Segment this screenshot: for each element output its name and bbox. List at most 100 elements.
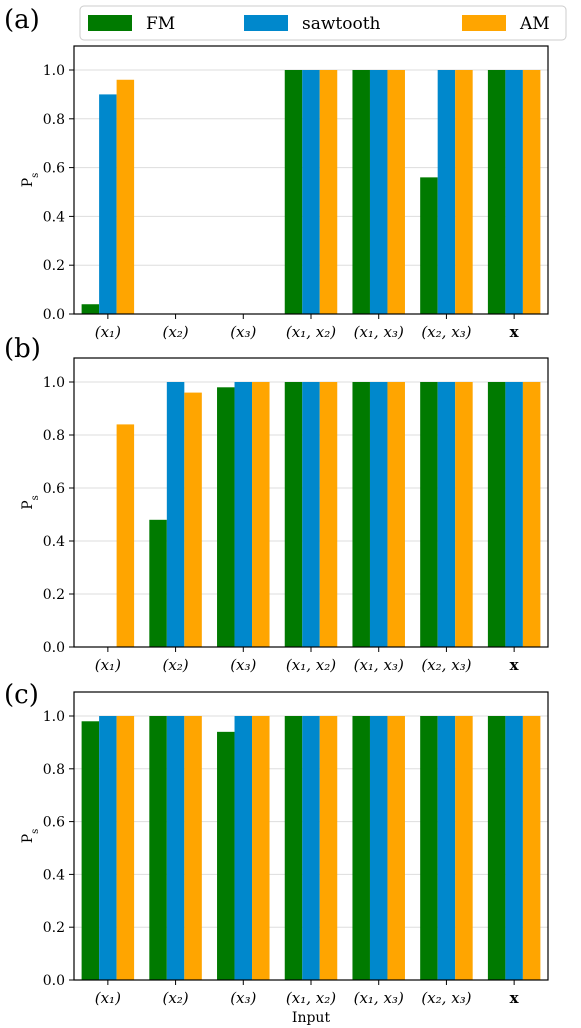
bar-c-fm-1 [149,716,167,980]
ytick-label-c-3: 0.6 [43,815,65,831]
bar-c-am-5 [455,716,473,980]
panel-label-c: (c) [4,680,39,710]
ytick-label-a-0: 0.0 [43,307,65,323]
legend-item-am: AM [462,14,550,34]
xtick-label-a-5: (x₂, x₃) [421,323,471,341]
bar-c-am-3 [319,716,338,980]
legend-item-fm: FM [88,14,175,34]
bar-c-am-4 [387,716,405,980]
xtick-label-c-2: (x₃) [230,989,256,1007]
bar-b-sawtooth-2 [234,382,253,647]
xtick-label-a-2: (x₃) [230,323,256,341]
bar-b-am-2 [252,382,270,647]
xtick-label-c-4: (x₁, x₃) [354,989,404,1007]
bar-c-sawtooth-3 [302,716,320,980]
ytick-label-b-2: 0.4 [43,534,65,550]
bar-b-fm-4 [352,382,370,647]
xtick-label-c-5: (x₂, x₃) [421,989,471,1007]
xtick-label-b-3: (x₁, x₂) [286,656,336,674]
bar-b-fm-1 [149,519,167,647]
bar-b-am-0 [116,424,135,647]
bar-b-sawtooth-6 [505,382,523,647]
xtick-label-b-5: (x₂, x₃) [421,656,471,674]
panel-b: 0.0 0.2 0.4 0.6 0.8 1.0 (x₁) (x₂) (x₃) (x₁, x₂) (x… [4,334,549,674]
bar-c-sawtooth-0 [99,716,117,980]
xtick-label-a-6: x [510,323,520,341]
legend-swatch-fm [88,15,132,31]
panel-label-a: (a) [4,5,40,35]
xtick-label-a-4: (x₁, x₃) [354,323,404,341]
bar-a-am-3 [319,70,338,314]
bar-a-fm-3 [284,70,303,314]
bar-b-fm-5 [420,382,438,647]
bar-b-fm-6 [487,382,506,647]
bar-b-sawtooth-1 [166,382,185,647]
xlabel-c: Input [292,1010,331,1026]
bar-c-am-1 [184,716,202,980]
bar-b-sawtooth-3 [302,382,320,647]
bar-b-sawtooth-4 [369,382,388,647]
xtick-label-c-6: x [510,989,520,1007]
bar-b-am-4 [387,382,405,647]
bar-c-sawtooth-6 [505,716,523,980]
bar-c-sawtooth-5 [437,716,456,980]
xtick-label-b-6: x [510,656,520,674]
panel-a: 0.0 0.2 0.4 0.6 0.8 1.0 (x₁) (x₂) (x₃) (x₁, x₂) (x… [4,5,549,341]
bar-c-am-6 [522,716,541,980]
bar-a-sawtooth-0 [99,94,117,315]
bar-b-am-3 [319,382,338,647]
ytick-label-b-5: 1.0 [43,375,65,391]
ytick-label-b-4: 0.8 [43,428,65,444]
bar-c-fm-6 [487,716,506,980]
ytick-label-c-2: 0.4 [43,867,65,883]
bar-b-fm-3 [284,382,303,647]
bar-c-fm-3 [284,716,303,980]
ytick-label-a-5: 1.0 [43,63,65,79]
bar-c-fm-5 [420,716,438,980]
xtick-label-b-0: (x₁) [95,656,121,674]
ytick-label-c-1: 0.2 [43,920,65,936]
ytick-label-b-0: 0.0 [43,640,65,656]
xtick-label-b-4: (x₁, x₃) [354,656,404,674]
bar-a-am-6 [522,70,541,314]
ylabel-a: Ps [20,173,41,188]
legend-label-am: AM [519,14,550,34]
bar-a-sawtooth-5 [437,70,456,314]
bar-b-am-5 [455,382,473,647]
bar-a-fm-5 [420,177,438,314]
ytick-label-c-4: 0.8 [43,762,65,778]
panel-label-b: (b) [4,334,41,364]
ylabel-c: Ps [20,829,41,844]
bar-b-fm-2 [217,387,235,647]
bar-a-sawtooth-3 [302,70,320,314]
bar-c-sawtooth-1 [166,716,185,980]
bar-a-fm-6 [487,70,506,314]
ytick-label-b-1: 0.2 [43,587,65,603]
bar-a-am-5 [455,70,473,314]
ytick-label-c-0: 0.0 [43,973,65,989]
bar-c-am-0 [116,716,135,980]
xtick-label-b-1: (x₂) [162,656,188,674]
ylabel-b: Ps [20,495,41,510]
xtick-label-b-2: (x₃) [230,656,256,674]
bar-c-am-2 [252,716,270,980]
panel-c: 0.0 0.2 0.4 0.6 0.8 1.0 (x₁) (x₂) (x₃) (x₁, x₂) (x… [4,680,549,1026]
legend-swatch-am [462,15,506,31]
ytick-label-c-5: 1.0 [43,709,65,725]
bar-b-am-1 [184,392,202,647]
ytick-label-a-1: 0.2 [43,258,65,274]
bar-c-sawtooth-2 [234,716,253,980]
bar-c-fm-2 [217,731,235,980]
bar-a-sawtooth-4 [369,70,388,314]
legend-label-fm: FM [146,14,175,34]
legend-swatch-sawtooth [244,15,288,31]
legend-item-sawtooth: sawtooth [244,14,381,34]
ytick-label-a-2: 0.4 [43,209,65,225]
xtick-label-a-1: (x₂) [162,323,188,341]
bar-b-sawtooth-5 [437,382,456,647]
ytick-label-a-3: 0.6 [43,161,65,177]
xtick-label-c-1: (x₂) [162,989,188,1007]
bar-a-fm-0 [81,304,100,314]
xtick-label-a-0: (x₁) [95,323,121,341]
